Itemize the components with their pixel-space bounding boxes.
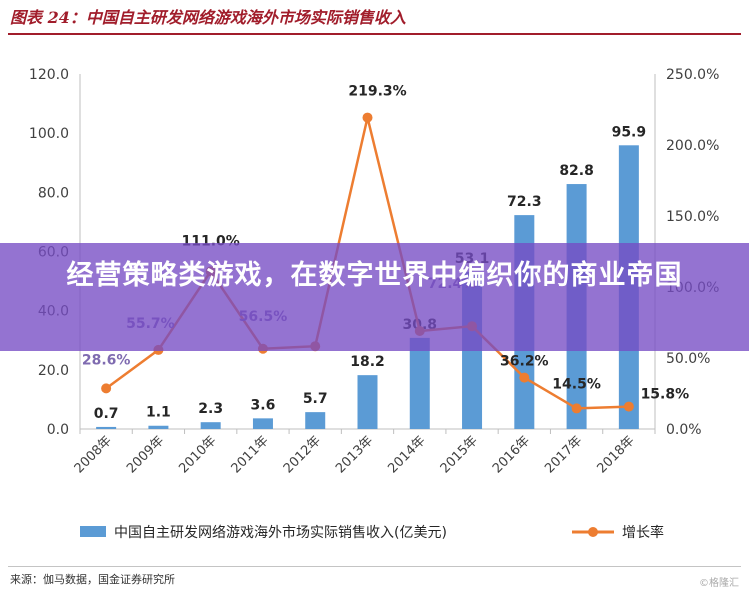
right-axis-tick-label: 200.0% [666, 138, 719, 154]
bar-value-label: 18.2 [350, 354, 385, 370]
growth-rate-label: 15.8% [641, 387, 690, 403]
page-title: 图表 24：中国自主研发网络游戏海外市场实际销售收入 [10, 8, 406, 27]
watermark: ©格隆汇 [699, 578, 739, 589]
bar-value-label: 3.6 [251, 397, 276, 413]
bar [252, 418, 273, 429]
right-axis-tick-label: 150.0% [666, 209, 719, 225]
left-axis-tick-label: 100.0 [29, 126, 69, 142]
right-axis-tick-label: 250.0% [666, 67, 719, 83]
banner [0, 243, 749, 351]
bar-value-label: 95.9 [612, 124, 647, 140]
left-axis-tick-label: 0.0 [47, 422, 69, 438]
banner-text: 经营策略类游戏，在数字世界中编织你的商业帝国 [66, 260, 683, 291]
bar-value-label: 1.1 [146, 405, 171, 421]
legend-line-label: 增长率 [622, 524, 664, 541]
bar-value-label: 5.7 [303, 391, 328, 407]
growth-rate-point [623, 401, 634, 412]
growth-rate-label: 36.2% [500, 354, 549, 370]
right-axis-tick-label: 50.0% [666, 351, 710, 367]
bar-value-label: 72.3 [507, 194, 542, 210]
x-axis-tick-label: 2011年 [229, 433, 272, 476]
bar-value-label: 82.8 [559, 163, 594, 179]
x-axis-tick-label: 2010年 [176, 433, 219, 476]
x-axis-tick-label: 2018年 [594, 433, 637, 476]
legend-bar-label: 中国自主研发网络游戏海外市场实际销售收入(亿美元) [114, 524, 447, 541]
bar [409, 337, 430, 429]
legend-bar-swatch [80, 526, 106, 537]
title-rule [8, 33, 741, 35]
x-axis-tick-label: 2015年 [438, 433, 481, 476]
source-note: 来源：伽马数据，国金证券研究所 [10, 573, 175, 586]
x-axis-tick-label: 2017年 [542, 433, 585, 476]
bottom-rule [8, 566, 741, 567]
left-axis-tick-label: 20.0 [38, 363, 69, 379]
left-axis-tick-label: 80.0 [38, 185, 69, 201]
growth-rate-point [101, 383, 112, 394]
growth-rate-point [362, 112, 373, 123]
bar [200, 422, 221, 429]
x-axis-tick-label: 2008年 [72, 433, 115, 476]
legend-line-marker [588, 527, 598, 537]
x-axis-tick-label: 2013年 [333, 433, 376, 476]
bar [305, 412, 326, 429]
growth-rate-label: 14.5% [552, 376, 601, 392]
bar [357, 375, 378, 429]
right-axis-tick-label: 0.0% [666, 422, 702, 438]
growth-rate-point [571, 403, 582, 414]
x-axis-tick-label: 2016年 [490, 433, 533, 476]
x-axis-tick-label: 2009年 [124, 433, 167, 476]
bar [148, 425, 169, 429]
x-axis-tick-label: 2014年 [385, 433, 428, 476]
growth-rate-label: 219.3% [348, 84, 406, 100]
bar-value-label: 0.7 [94, 406, 119, 422]
growth-rate-label: 28.6% [82, 352, 131, 368]
growth-rate-point [519, 372, 530, 383]
bar-value-label: 2.3 [198, 401, 223, 417]
x-axis-tick-label: 2012年 [281, 433, 324, 476]
left-axis-tick-label: 120.0 [29, 67, 69, 83]
bar [96, 426, 117, 429]
